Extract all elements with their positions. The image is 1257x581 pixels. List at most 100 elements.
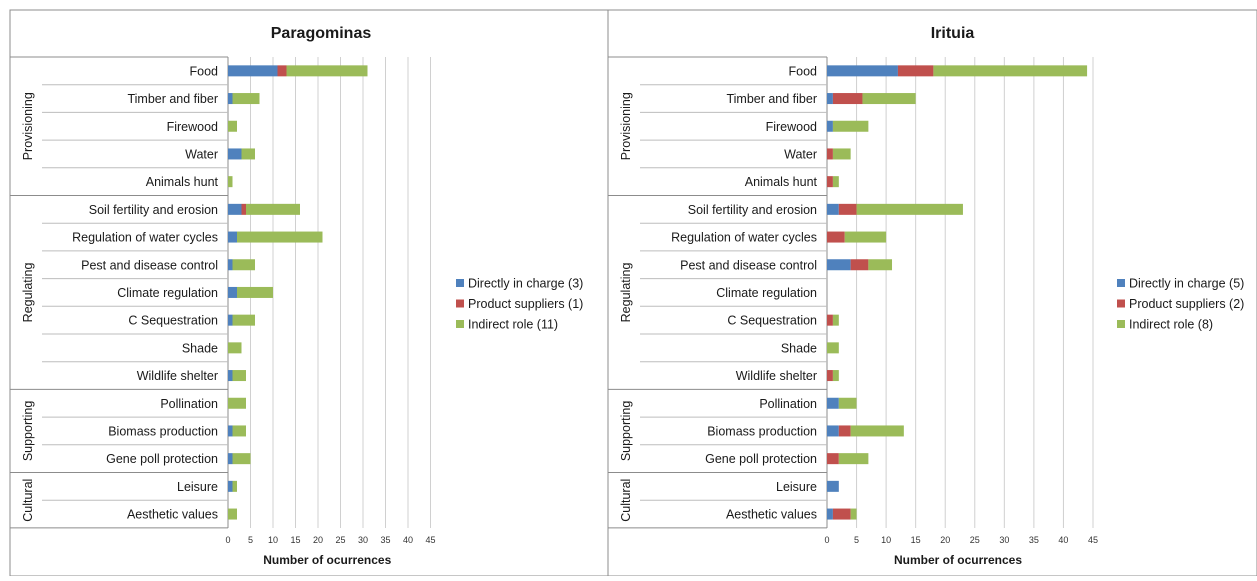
- p2-x-tick-label-30: 30: [999, 535, 1009, 545]
- p1-bar-segment-3: [228, 397, 246, 409]
- p2-x-tick-label-10: 10: [881, 535, 891, 545]
- p2-category-label: Wildlife shelter: [736, 369, 817, 383]
- p2-bar-segment-3: [933, 65, 1088, 77]
- p2-bar-segment-2: [838, 425, 851, 437]
- p2-bar-segment-2: [827, 231, 845, 243]
- p1-group-label: Supporting: [21, 401, 35, 462]
- p2-bar-segment-1: [827, 65, 898, 77]
- p1-x-axis-title: Number of ocurrences: [263, 553, 391, 567]
- p2-bar-segment-3: [856, 203, 963, 215]
- p2-bar-segment-3: [832, 314, 839, 326]
- p1-bar-segment-3: [241, 148, 255, 160]
- p2-x-tick-label-15: 15: [911, 535, 921, 545]
- p2-legend-label-1: Directly in charge (5): [1129, 277, 1244, 291]
- p2-bar-segment-1: [827, 93, 833, 105]
- p1-bar-segment-1: [228, 453, 233, 465]
- p2-bar-segment-2: [827, 453, 839, 465]
- p2-bar-segment-3: [868, 259, 893, 271]
- p1-bar-segment-2: [241, 203, 246, 215]
- p1-bar-segment-3: [232, 370, 246, 382]
- p2-x-tick-label-5: 5: [854, 535, 859, 545]
- p1-category-label: Aesthetic values: [127, 508, 218, 522]
- p1-group-label: Regulating: [21, 263, 35, 323]
- p1-legend-label-3: Indirect role (11): [468, 318, 558, 332]
- p2-x-tick-label-25: 25: [970, 535, 980, 545]
- p2-x-tick-label-20: 20: [940, 535, 950, 545]
- p1-bar-segment-3: [232, 453, 251, 465]
- p1-bar-segment-1: [228, 370, 233, 382]
- p2-bar-segment-1: [827, 120, 833, 132]
- p2-category-label: Soil fertility and erosion: [688, 203, 817, 217]
- p1-bar-segment-1: [228, 259, 233, 271]
- p2-bar-segment-2: [897, 65, 934, 77]
- p2-category-label: Animals hunt: [745, 175, 818, 189]
- p2-bar-segment-2: [850, 259, 869, 271]
- p1-category-label: Shade: [182, 341, 218, 355]
- p2-category-label: Water: [784, 147, 817, 161]
- p1-x-tick-label-0: 0: [225, 535, 230, 545]
- p2-group-label: Cultural: [619, 479, 633, 522]
- p1-bar-segment-3: [228, 120, 237, 132]
- p2-bar-segment-3: [832, 148, 851, 160]
- p1-bar-segment-1: [228, 314, 233, 326]
- p1-panel-frame: [9, 9, 609, 577]
- p2-bar-segment-1: [827, 508, 833, 520]
- p1-x-tick-label-45: 45: [425, 535, 435, 545]
- p1-bar-segment-3: [286, 65, 368, 77]
- p2-bar-segment-3: [827, 342, 839, 354]
- p1-x-tick-label-10: 10: [268, 535, 278, 545]
- p1-chart-title: Paragominas: [271, 25, 372, 42]
- p1-category-label: Leisure: [177, 480, 218, 494]
- p1-bar-segment-1: [228, 480, 233, 492]
- p1-bar-segment-1: [228, 93, 233, 105]
- p1-bar-segment-3: [228, 508, 237, 520]
- p1-x-tick-label-40: 40: [403, 535, 413, 545]
- p2-legend-swatch-1: [1117, 279, 1125, 287]
- p2-bar-segment-3: [838, 397, 857, 409]
- p1-category-label: Biomass production: [108, 424, 218, 438]
- p1-bar-segment-1: [228, 425, 233, 437]
- p1-legend-swatch-2: [456, 299, 464, 308]
- p2-bar-segment-2: [827, 148, 833, 160]
- p1-category-label: Timber and fiber: [127, 92, 218, 106]
- p1-bar-segment-3: [228, 342, 242, 354]
- p1-bar-segment-3: [232, 480, 237, 492]
- p1-category-label: Pest and disease control: [81, 258, 218, 272]
- p1-bar-segment-3: [232, 314, 255, 326]
- p2-bar-segment-2: [827, 314, 833, 326]
- p1-category-label: Water: [185, 147, 218, 161]
- p2-group-label: Regulating: [619, 263, 633, 323]
- p2-category-label: Biomass production: [707, 424, 817, 438]
- p2-bar-segment-3: [832, 176, 839, 188]
- p2-category-label: Food: [789, 64, 818, 78]
- p2-category-label: Regulation of water cycles: [671, 231, 817, 245]
- p1-bar-segment-1: [228, 231, 237, 243]
- p2-bar-segment-3: [844, 231, 887, 243]
- p2-x-tick-label-35: 35: [1029, 535, 1039, 545]
- p2-x-tick-label-0: 0: [824, 535, 829, 545]
- p2-category-label: Timber and fiber: [726, 92, 817, 106]
- p1-x-tick-label-30: 30: [358, 535, 368, 545]
- p2-bar-segment-1: [827, 425, 839, 437]
- p2-category-label: Shade: [781, 341, 817, 355]
- p1-bar-segment-3: [246, 203, 300, 215]
- p1-category-label: Regulation of water cycles: [72, 231, 218, 245]
- p2-bar-segment-3: [850, 425, 904, 437]
- p2-legend-label-3: Indirect role (8): [1129, 318, 1213, 332]
- p1-category-label: Wildlife shelter: [137, 369, 218, 383]
- p2-category-label: Leisure: [776, 480, 817, 494]
- p1-bar-segment-1: [228, 65, 278, 77]
- p1-legend-swatch-3: [456, 320, 464, 328]
- p2-legend-swatch-2: [1117, 299, 1125, 308]
- p1-x-tick-label-35: 35: [380, 535, 390, 545]
- p2-bar-segment-1: [827, 203, 839, 215]
- p1-x-tick-label-15: 15: [290, 535, 300, 545]
- p1-category-label: Gene poll protection: [106, 452, 218, 466]
- p2-x-tick-label-40: 40: [1058, 535, 1068, 545]
- p1-category-label: Pollination: [160, 397, 218, 411]
- p1-bar-segment-2: [277, 65, 287, 77]
- p2-category-label: Climate regulation: [716, 286, 817, 300]
- p1-bar-segment-3: [232, 259, 255, 271]
